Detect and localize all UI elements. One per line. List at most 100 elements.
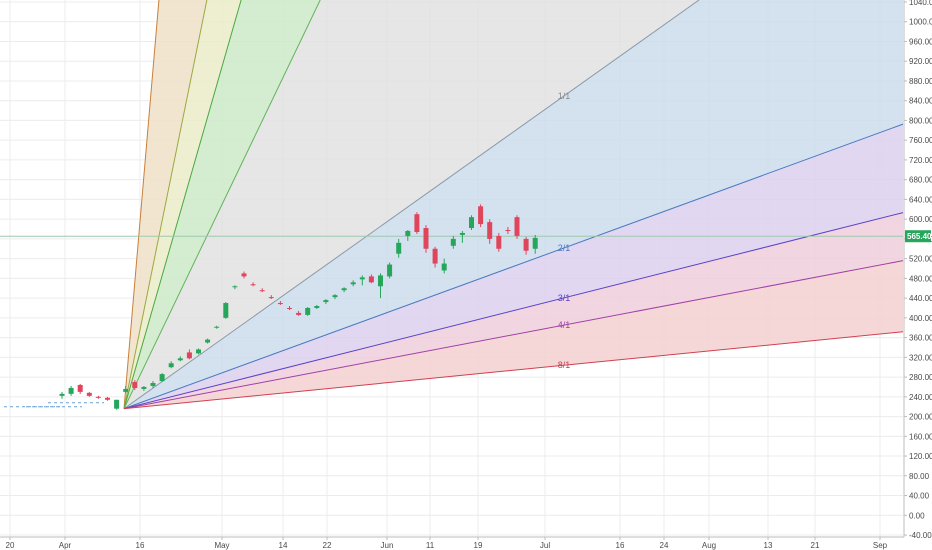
price-tick-label: 360.00 [909, 334, 932, 343]
candle-body[interactable] [450, 238, 456, 246]
fan-label-1-1: 1/1 [558, 91, 571, 101]
price-tick-label: 520.00 [909, 255, 932, 264]
candle-body[interactable] [268, 297, 274, 299]
candle-body[interactable] [396, 242, 402, 254]
fan-fill-layer [124, 0, 903, 409]
candle-body[interactable] [359, 277, 365, 280]
current-price-badge-label: 565.40 [907, 232, 932, 241]
candle-body[interactable] [505, 230, 511, 232]
candle-body[interactable] [123, 388, 129, 392]
candle-body[interactable] [432, 248, 438, 264]
price-tick-label: 400.00 [909, 314, 932, 323]
time-tick-label: 21 [811, 541, 820, 550]
price-tick-label: 880.00 [909, 77, 932, 86]
candle-body[interactable] [414, 214, 420, 232]
price-tick-label: 120.00 [909, 452, 932, 461]
time-tick-label: 14 [279, 541, 288, 550]
candle-body[interactable] [232, 286, 238, 288]
candle-body[interactable] [405, 230, 411, 236]
candle-body[interactable] [323, 300, 329, 303]
price-tick-label: 960.00 [909, 37, 932, 46]
candle-body[interactable] [205, 339, 211, 343]
price-tick-label: 160.00 [909, 432, 932, 441]
candle-body[interactable] [141, 386, 147, 389]
time-axis-bg [0, 537, 904, 550]
candle-body[interactable] [305, 307, 311, 315]
candle-body[interactable] [350, 282, 356, 285]
fan-line-2-1[interactable] [123, 123, 904, 410]
time-tick-label: 20 [6, 541, 15, 550]
time-tick-label: Apr [59, 541, 72, 550]
candle-body[interactable] [214, 326, 220, 328]
candle-body[interactable] [150, 383, 156, 386]
candle-body[interactable] [532, 237, 538, 249]
candle-body[interactable] [368, 276, 374, 283]
time-tick-label: Jul [540, 541, 550, 550]
candle-body[interactable] [441, 263, 447, 271]
candle-body[interactable] [287, 307, 292, 309]
candle-body[interactable] [241, 273, 247, 277]
candle-body[interactable] [177, 358, 183, 361]
candle-body[interactable] [387, 264, 393, 277]
candle-body[interactable] [423, 228, 429, 249]
candle-body[interactable] [250, 284, 256, 286]
fan-line-8-1[interactable] [123, 331, 904, 410]
time-tick-label: Jun [381, 541, 394, 550]
candle-body[interactable] [478, 206, 484, 225]
candle-body[interactable] [332, 295, 338, 298]
candle-body[interactable] [86, 392, 92, 396]
candle-body[interactable] [59, 393, 65, 396]
fan-line-3-1[interactable] [123, 212, 904, 410]
candle-body[interactable] [296, 312, 302, 315]
time-tick-label: Aug [702, 541, 716, 550]
fan-line-layer [123, 0, 904, 410]
time-tick-label: Sep [873, 541, 888, 550]
candle-body[interactable] [459, 232, 465, 235]
fan-line-4-1[interactable] [123, 260, 904, 410]
fan-line-1-2[interactable] [123, 0, 321, 409]
candle-layer [4, 204, 538, 410]
price-tick-label: 240.00 [909, 393, 932, 402]
candle-body[interactable] [314, 306, 320, 308]
price-tick-label: 920.00 [909, 57, 932, 66]
fan-line-1-4[interactable] [123, 0, 208, 409]
candle-body[interactable] [95, 396, 101, 398]
candle-body[interactable] [378, 275, 383, 287]
candle-body[interactable] [487, 222, 493, 239]
time-tick-label: 13 [764, 541, 773, 550]
price-tick-label: 0.00 [909, 511, 925, 520]
price-tick-label: 640.00 [909, 195, 932, 204]
candle-body[interactable] [514, 217, 520, 236]
candle-body[interactable] [168, 363, 174, 368]
price-tick-label: 440.00 [909, 294, 932, 303]
fan-line-1-8[interactable] [123, 0, 160, 409]
candle-body[interactable] [114, 399, 120, 409]
price-tick-label: -40.00 [909, 531, 932, 540]
time-tick-label: 16 [136, 541, 145, 550]
price-tick-label: 40.00 [909, 492, 930, 501]
candle-body[interactable] [68, 387, 74, 394]
candle-body[interactable] [259, 290, 265, 292]
candle-body[interactable] [132, 382, 138, 388]
candle-body[interactable] [77, 384, 83, 392]
candle-body[interactable] [186, 352, 192, 359]
time-tick-label: May [214, 541, 229, 550]
candle-body[interactable] [341, 288, 347, 291]
price-tick-label: 1040.00 [909, 0, 932, 7]
price-tick-label: 720.00 [909, 156, 932, 165]
candle-body[interactable] [105, 397, 110, 400]
fan-line-1-1[interactable] [123, 0, 700, 410]
candle-body[interactable] [523, 238, 529, 251]
candle-body[interactable] [496, 235, 502, 249]
fan-label-layer: 1/81/41/31/21/12/13/14/18/1 [558, 91, 571, 370]
candle-body[interactable] [196, 349, 201, 354]
price-tick-label: 600.00 [909, 215, 932, 224]
candle-body[interactable] [159, 374, 165, 382]
fan-line-1-3[interactable] [123, 0, 242, 409]
price-tick-label: 200.00 [909, 413, 932, 422]
candle-body[interactable] [223, 303, 229, 318]
candle-body[interactable] [277, 303, 283, 305]
candle-body[interactable] [469, 217, 474, 229]
